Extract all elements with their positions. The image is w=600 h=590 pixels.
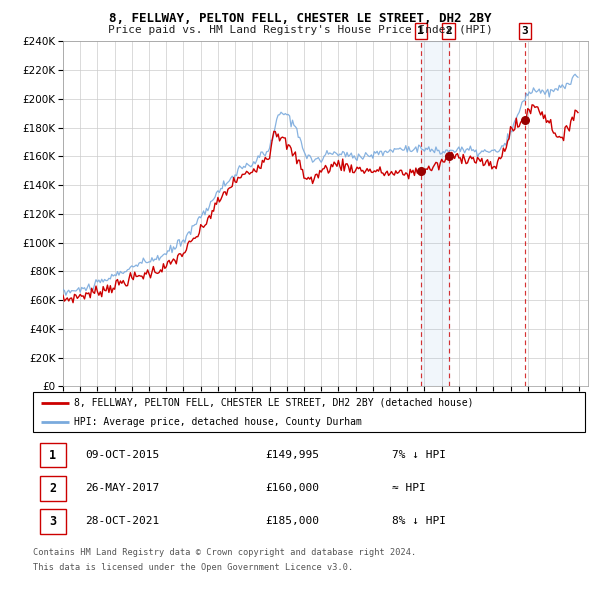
Text: 3: 3 <box>49 514 56 528</box>
Text: 2: 2 <box>445 26 452 36</box>
Text: ≈ HPI: ≈ HPI <box>392 483 425 493</box>
Text: 28-OCT-2021: 28-OCT-2021 <box>85 516 160 526</box>
Bar <box>40 443 66 467</box>
Bar <box>40 476 66 500</box>
Text: 1: 1 <box>418 26 424 36</box>
Text: 2: 2 <box>49 481 56 495</box>
Text: 8, FELLWAY, PELTON FELL, CHESTER LE STREET, DH2 2BY (detached house): 8, FELLWAY, PELTON FELL, CHESTER LE STRE… <box>74 398 474 408</box>
Text: Price paid vs. HM Land Registry's House Price Index (HPI): Price paid vs. HM Land Registry's House … <box>107 25 493 35</box>
Text: £185,000: £185,000 <box>265 516 319 526</box>
Text: 26-MAY-2017: 26-MAY-2017 <box>85 483 160 493</box>
Text: 3: 3 <box>521 26 528 36</box>
Text: 7% ↓ HPI: 7% ↓ HPI <box>392 450 446 460</box>
Text: 8% ↓ HPI: 8% ↓ HPI <box>392 516 446 526</box>
Text: £160,000: £160,000 <box>265 483 319 493</box>
Text: This data is licensed under the Open Government Licence v3.0.: This data is licensed under the Open Gov… <box>33 563 353 572</box>
Text: 8, FELLWAY, PELTON FELL, CHESTER LE STREET, DH2 2BY: 8, FELLWAY, PELTON FELL, CHESTER LE STRE… <box>109 12 491 25</box>
Bar <box>40 509 66 533</box>
Text: £149,995: £149,995 <box>265 450 319 460</box>
Text: HPI: Average price, detached house, County Durham: HPI: Average price, detached house, Coun… <box>74 417 362 427</box>
Text: 09-OCT-2015: 09-OCT-2015 <box>85 450 160 460</box>
Bar <box>421 41 449 386</box>
Text: 1: 1 <box>49 448 56 462</box>
Text: Contains HM Land Registry data © Crown copyright and database right 2024.: Contains HM Land Registry data © Crown c… <box>33 548 416 556</box>
